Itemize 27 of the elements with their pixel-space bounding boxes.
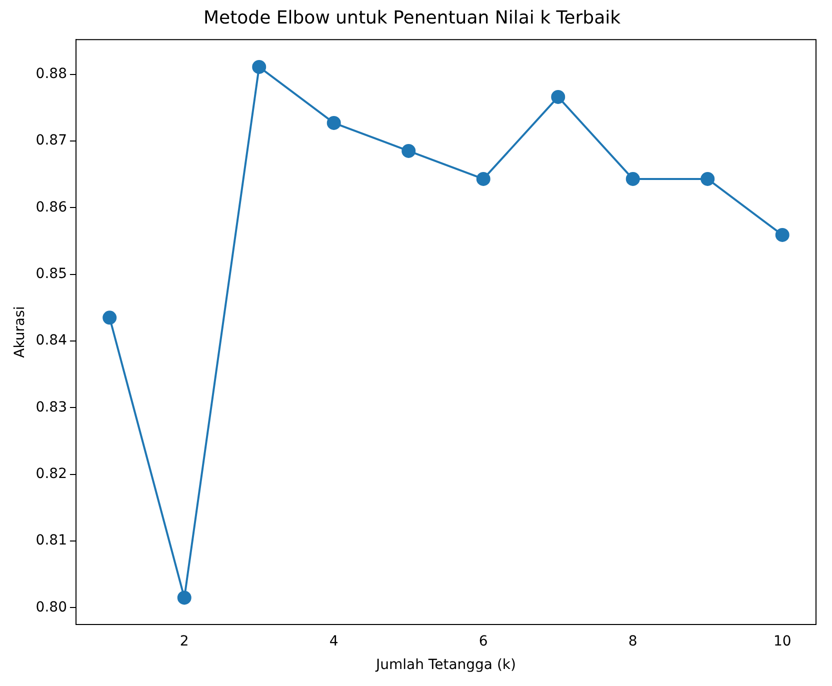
x-tick-label: 10 [773, 633, 792, 650]
y-tick-label: 0.88 [36, 66, 67, 82]
chart-title: Metode Elbow untuk Penentuan Nilai k Terbaik [203, 7, 622, 28]
y-tick-label: 0.85 [36, 266, 67, 282]
point [402, 144, 416, 158]
point [102, 310, 117, 325]
point [775, 228, 790, 242]
point [252, 60, 266, 74]
y-tick-label: 0.80 [36, 599, 67, 616]
x-tick-label: 6 [478, 633, 488, 650]
x-axis-title: Jumlah Tetangga (k) [374, 657, 516, 674]
y-tick-label: 0.86 [36, 199, 68, 216]
y-tick-label: 0.83 [36, 399, 67, 416]
point [177, 590, 192, 605]
y-tick-label: 0.87 [36, 132, 67, 149]
y-tick-label: 0.81 [36, 532, 67, 549]
y-tick-label: 0.82 [36, 466, 67, 482]
y-tick-label: 0.84 [36, 332, 68, 349]
point [700, 172, 715, 186]
x-tick-label: 8 [628, 633, 638, 650]
point [551, 90, 566, 104]
x-tick-label: 4 [329, 633, 338, 650]
y-axis-title: Akurasi [12, 306, 28, 358]
point [476, 172, 490, 186]
point [626, 172, 640, 186]
point [326, 116, 341, 130]
x-tick-label: 2 [180, 633, 189, 650]
